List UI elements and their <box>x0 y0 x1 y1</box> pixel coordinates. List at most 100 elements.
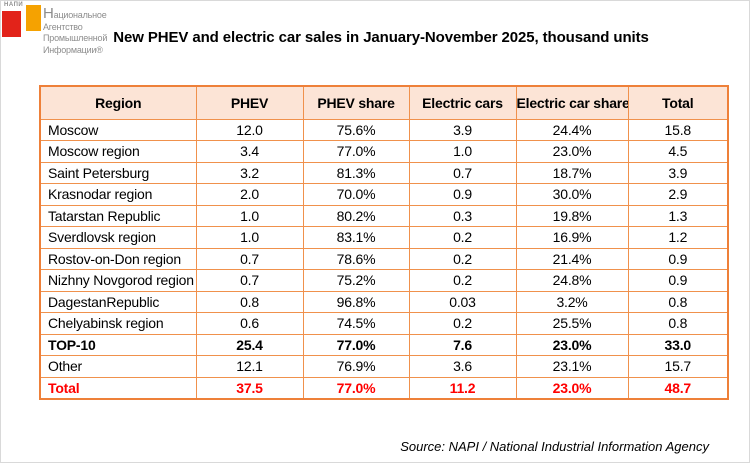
ev-cell: 0.9 <box>408 183 517 206</box>
phev-cell: 2.0 <box>195 183 304 206</box>
table-row: Saint Petersburg 3.2 81.3% 0.7 18.7% 3.9 <box>39 161 729 184</box>
total-cell: 0.9 <box>627 269 729 292</box>
table-row: Tatarstan Republic 1.0 80.2% 0.3 19.8% 1.3 <box>39 204 729 227</box>
phev-share-cell: 96.8% <box>302 290 410 313</box>
logo-line: Информации® <box>43 44 103 55</box>
ev-cell: 7.6 <box>408 333 517 356</box>
ev-share-cell: 30.0% <box>515 183 629 206</box>
ev-share-cell: 23.0% <box>515 140 629 163</box>
sales-table-container: Region PHEV PHEV share Electric cars Ele… <box>39 85 729 400</box>
napi-logo-mini-text: НАПИ <box>4 2 24 8</box>
total-cell: 4.5 <box>627 140 729 163</box>
table-row: Moscow 12.0 75.6% 3.9 24.4% 15.8 <box>39 118 729 141</box>
phev-share-cell: 78.6% <box>302 247 410 270</box>
total-cell: 1.2 <box>627 226 729 249</box>
phev-cell: 12.1 <box>195 355 304 378</box>
table-row: Chelyabinsk region 0.6 74.5% 0.2 25.5% 0.8 <box>39 312 729 335</box>
header-region: Region <box>39 85 197 120</box>
phev-cell: 0.7 <box>195 269 304 292</box>
phev-cell: 37.5 <box>195 376 304 399</box>
ev-share-cell: 16.9% <box>515 226 629 249</box>
header-total: Total <box>627 85 729 120</box>
region-cell: Moscow <box>39 118 197 141</box>
ev-cell: 0.2 <box>408 312 517 335</box>
ev-cell: 0.03 <box>408 290 517 313</box>
phev-share-cell: 74.5% <box>302 312 410 335</box>
header-electric-car-share: Electric car share <box>515 85 629 120</box>
ev-share-cell: 21.4% <box>515 247 629 270</box>
sales-table: Region PHEV PHEV share Electric cars Ele… <box>39 85 729 400</box>
table-row: Sverdlovsk region 1.0 83.1% 0.2 16.9% 1.2 <box>39 226 729 249</box>
region-cell: Moscow region <box>39 140 197 163</box>
logo-line: Промышленной <box>43 33 108 43</box>
ev-share-cell: 23.1% <box>515 355 629 378</box>
header-electric-cars: Electric cars <box>408 85 517 120</box>
header-phev-share: PHEV share <box>302 85 410 120</box>
logo-line: Агентство <box>43 21 83 32</box>
ev-cell: 1.0 <box>408 140 517 163</box>
phev-share-cell: 80.2% <box>302 204 410 227</box>
phev-share-cell: 76.9% <box>302 355 410 378</box>
phev-cell: 12.0 <box>195 118 304 141</box>
region-cell: Nizhny Novgorod region <box>39 269 197 292</box>
region-cell: Tatarstan Republic <box>39 204 197 227</box>
region-cell: Sverdlovsk region <box>39 226 197 249</box>
ev-share-cell: 24.8% <box>515 269 629 292</box>
total-cell: 15.7 <box>627 355 729 378</box>
phev-share-cell: 77.0% <box>302 333 410 356</box>
ev-cell: 0.2 <box>408 247 517 270</box>
region-cell: Krasnodar region <box>39 183 197 206</box>
ev-cell: 0.2 <box>408 269 517 292</box>
region-cell: Saint Petersburg <box>39 161 197 184</box>
phev-share-cell: 77.0% <box>302 140 410 163</box>
logo-line: Национальное <box>43 5 107 22</box>
total-cell: 33.0 <box>627 333 729 356</box>
region-cell: Other <box>39 355 197 378</box>
ev-cell: 3.6 <box>408 355 517 378</box>
ev-share-cell: 25.5% <box>515 312 629 335</box>
total-cell: 0.8 <box>627 290 729 313</box>
ev-cell: 11.2 <box>408 376 517 399</box>
source-note: Source: NAPI / National Industrial Infor… <box>400 439 709 454</box>
ev-share-cell: 23.0% <box>515 333 629 356</box>
ev-cell: 0.2 <box>408 226 517 249</box>
phev-cell: 25.4 <box>195 333 304 356</box>
page-title: New PHEV and electric car sales in Janua… <box>113 29 649 46</box>
header-phev: PHEV <box>195 85 304 120</box>
total-cell: 15.8 <box>627 118 729 141</box>
phev-share-cell: 75.2% <box>302 269 410 292</box>
phev-cell: 1.0 <box>195 226 304 249</box>
ev-share-cell: 23.0% <box>515 376 629 399</box>
ev-share-cell: 24.4% <box>515 118 629 141</box>
phev-share-cell: 81.3% <box>302 161 410 184</box>
table-header-row: Region PHEV PHEV share Electric cars Ele… <box>39 85 729 120</box>
ev-share-cell: 3.2% <box>515 290 629 313</box>
phev-share-cell: 77.0% <box>302 376 410 399</box>
phev-share-cell: 75.6% <box>302 118 410 141</box>
region-cell: Rostov-on-Don region <box>39 247 197 270</box>
napi-logo-org-name: Национальное Агентство Промышленной Инфо… <box>43 5 108 56</box>
ev-share-cell: 19.8% <box>515 204 629 227</box>
ev-cell: 3.9 <box>408 118 517 141</box>
region-cell: DagestanRepublic <box>39 290 197 313</box>
table-row: Rostov-on-Don region 0.7 78.6% 0.2 21.4% 0.9 <box>39 247 729 270</box>
table-row: Moscow region 3.4 77.0% 1.0 23.0% 4.5 <box>39 140 729 163</box>
phev-cell: 0.7 <box>195 247 304 270</box>
ev-share-cell: 18.7% <box>515 161 629 184</box>
total-cell: 1.3 <box>627 204 729 227</box>
total-cell: 2.9 <box>627 183 729 206</box>
ev-cell: 0.3 <box>408 204 517 227</box>
table-body: Moscow 12.0 75.6% 3.9 24.4% 15.8 Moscow region… <box>39 118 729 399</box>
total-cell: 0.8 <box>627 312 729 335</box>
total-cell: 3.9 <box>627 161 729 184</box>
table-row: Nizhny Novgorod region 0.7 75.2% 0.2 24.8% 0.… <box>39 269 729 292</box>
phev-share-cell: 83.1% <box>302 226 410 249</box>
table-row: Total 37.5 77.0% 11.2 23.0% 48.7 <box>39 376 729 399</box>
napi-logo-orange-square <box>26 5 41 31</box>
phev-share-cell: 70.0% <box>302 183 410 206</box>
phev-cell: 0.8 <box>195 290 304 313</box>
table-row: Other 12.1 76.9% 3.6 23.1% 15.7 <box>39 355 729 378</box>
phev-cell: 3.4 <box>195 140 304 163</box>
region-cell: TOP-10 <box>39 333 197 356</box>
